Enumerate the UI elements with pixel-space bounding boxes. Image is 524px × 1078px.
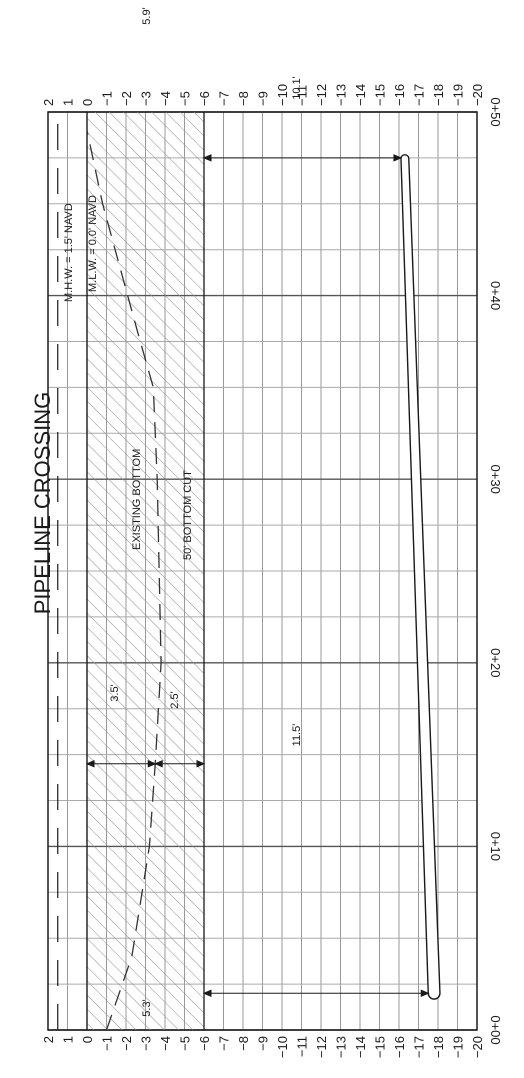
- grid-border: [47, 111, 478, 1031]
- elevation-tick-right: −13: [334, 84, 349, 106]
- elevation-tick-left: −2: [119, 1036, 134, 1051]
- elevation-tick-right: −6: [197, 91, 212, 106]
- cut-mid-dim: 2.5': [169, 691, 181, 708]
- elevation-tick-left: −19: [451, 1036, 466, 1058]
- elevation-tick-left: −10: [275, 1036, 290, 1058]
- elevation-tick-left: −12: [314, 1036, 329, 1058]
- elevation-tick-right: −3: [139, 91, 154, 106]
- elevation-tick-right: −1: [100, 91, 115, 106]
- mhw-label: M.H.W. = 1.5' NAVD: [63, 203, 75, 302]
- elevation-tick-left: −8: [236, 1036, 251, 1051]
- elevation-tick-right: −20: [470, 84, 485, 106]
- elevation-tick-left: 1: [61, 1036, 76, 1043]
- elevation-tick-right: −11: [295, 85, 310, 106]
- cut-mid-dimension-arrow-a: [153, 760, 163, 768]
- elevation-tick-left: −3: [139, 1036, 154, 1051]
- station-ticks: 0+00 0+10 0+20 0+30 0+40 0+50: [488, 97, 503, 1044]
- elevation-tick-right: −17: [412, 84, 427, 106]
- cover-start-dimension-arrow-a: [202, 989, 212, 998]
- elevation-tick-left: −17: [412, 1036, 427, 1058]
- cover-end-dimension-arrow-a: [202, 154, 212, 162]
- cover-end-dim: 10.1': [291, 76, 303, 100]
- drawing-title: PIPELINE CROSSING: [30, 392, 55, 615]
- depth-start-dim: 5.3': [141, 999, 153, 1016]
- elevation-tick-right: −7: [217, 91, 232, 106]
- cover-start-dim: 11.5': [291, 724, 303, 747]
- elevation-tick-right: −15: [373, 84, 388, 106]
- station-tick-label: 0+00: [488, 1015, 503, 1044]
- cover-start-dimension-arrow-b: [420, 989, 430, 998]
- elevation-tick-left: −20: [470, 1036, 485, 1058]
- elevation-tick-left: 0: [80, 1036, 95, 1043]
- depth-mid-dimension-arrow-b: [147, 760, 157, 768]
- mlw-label: M.L.W. = 0.0' NAVD: [87, 195, 99, 292]
- elevation-tick-right: 1: [61, 99, 76, 106]
- elevation-tick-left: −13: [334, 1036, 349, 1058]
- elevation-tick-right: −12: [314, 84, 329, 106]
- elevation-tick-left: −15: [373, 1036, 388, 1058]
- elevation-tick-right: −8: [236, 91, 251, 106]
- station-tick-label: 0+20: [488, 648, 503, 677]
- elevation-tick-right: −10: [275, 84, 290, 106]
- elevation-tick-left: −18: [431, 1036, 446, 1058]
- elevation-tick-right: −18: [431, 84, 446, 106]
- elevation-tick-left: −1: [100, 1036, 115, 1051]
- bottom-cut-label: 50' BOTTOM CUT: [182, 470, 194, 560]
- elevation-tick-left: 2: [41, 1036, 56, 1043]
- existing-bottom-line: [86, 130, 162, 1031]
- elevation-tick-left: −4: [158, 1036, 173, 1051]
- elevation-tick-left: −16: [392, 1036, 407, 1058]
- elevation-tick-right: −16: [392, 84, 407, 106]
- elevation-tick-right: −19: [451, 84, 466, 106]
- depth-mid-dimension-arrow-a: [85, 760, 95, 768]
- station-tick-label: 0+40: [488, 281, 503, 310]
- elevation-tick-left: −11: [295, 1036, 310, 1057]
- bottom-cut-hatch: [87, 112, 204, 1030]
- pipeline: [400, 154, 441, 1000]
- elevation-tick-right: −5: [178, 91, 193, 106]
- elevation-tick-right: −14: [353, 84, 368, 106]
- elevation-tick-left: −9: [256, 1036, 271, 1051]
- elevation-tick-left: −5: [178, 1036, 193, 1051]
- elevation-tick-right: −4: [158, 91, 173, 106]
- cut-mid-dimension-arrow-b: [196, 760, 206, 768]
- elevation-tick-right: −9: [256, 91, 271, 106]
- station-tick-label: 0+50: [488, 97, 503, 126]
- depth-end-dim: 5.9': [141, 7, 153, 24]
- elevation-ticks-left: 2 1 0 −1 −2 −3 −4 −5 −6 −7 −8 −9 −10 −11 −12 −13 −14 −15−…: [41, 1036, 485, 1058]
- station-tick-label: 0+30: [488, 465, 503, 494]
- cover-end-dimension-arrow-b: [393, 154, 403, 162]
- elevation-ticks-right: 2 1 0 −1 −2 −3 −4 −5 −6 −7 −8 −9 −10 −11 −12 −13 −14 −15−…: [41, 84, 485, 106]
- elevation-tick-left: −7: [217, 1036, 232, 1051]
- station-tick-label: 0+10: [488, 832, 503, 861]
- elevation-tick-left: −14: [353, 1036, 368, 1058]
- existing-bottom-label: EXISTING BOTTOM: [131, 449, 143, 550]
- dimension-lines: [85, 154, 430, 998]
- elevation-tick-right: −2: [119, 91, 134, 106]
- elevation-tick-right: 2: [41, 99, 56, 106]
- elevation-tick-right: 0: [80, 99, 95, 106]
- elevation-tick-left: −6: [197, 1036, 212, 1051]
- depth-mid-dim: 3.5': [109, 684, 121, 701]
